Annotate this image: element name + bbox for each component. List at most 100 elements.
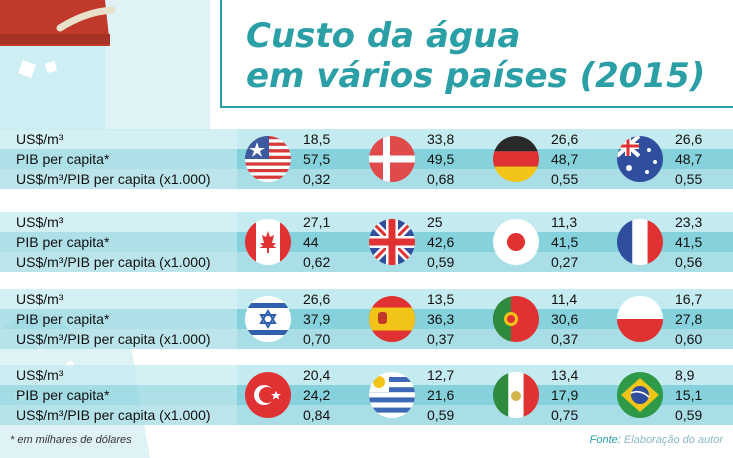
row-band [237,405,733,425]
row-band [237,252,733,272]
spain-flag-icon [369,296,415,342]
country-value: 0,68 [427,171,455,187]
country-value: 0,59 [427,407,455,423]
country-value: 0,37 [551,331,579,347]
poland-flag-icon [617,296,663,342]
row-band [237,129,733,149]
country-value: 33,8 [427,131,455,147]
country-value: 0,84 [303,407,331,423]
row-band [237,329,733,349]
country-value: 0,55 [675,171,703,187]
row-label: PIB per capita* [0,309,237,329]
country-value: 25 [427,214,443,230]
title-line-2: em vários países (2015) [246,56,706,96]
country-cell: 33,8 49,5 0,68 [361,127,485,191]
row-band [237,289,733,309]
source-value: Elaboração do autor [623,434,723,446]
country-value: 26,6 [551,131,579,147]
row-label: US$/m³/PIB per capita (x1.000) [0,405,237,425]
country-cell: 18,5 57,5 0,32 [237,127,361,191]
brazil-flag-icon [617,372,663,418]
country-value: 0,75 [551,407,579,423]
country-cell: 23,3 41,5 0,56 [609,210,733,274]
row-band [237,385,733,405]
row-label: PIB per capita* [0,149,237,169]
country-cell: 16,7 27,8 0,60 [609,287,733,351]
footnote: * em milhares de dólares [10,434,132,446]
country-cell: 27,1 44 0,62 [237,210,361,274]
country-value: 44 [303,234,319,250]
row-band [237,149,733,169]
uk-flag-icon [369,219,415,265]
country-value: 17,9 [551,387,579,403]
uruguay-flag-icon [369,372,415,418]
country-value: 36,3 [427,311,455,327]
canada-flag-icon [245,219,291,265]
country-value: 27,1 [303,214,331,230]
country-cell: 11,3 41,5 0,27 [485,210,609,274]
country-value: 48,7 [551,151,579,167]
country-value: 0,62 [303,254,331,270]
japan-flag-icon [493,219,539,265]
row-label: US$/m³/PIB per capita (x1.000) [0,169,237,189]
country-value: 30,6 [551,311,579,327]
country-value: 23,3 [675,214,703,230]
row-label: US$/m³/PIB per capita (x1.000) [0,252,237,272]
row-label: PIB per capita* [0,232,237,252]
country-value: 20,4 [303,367,331,383]
row-label: US$/m³ [0,129,237,149]
country-value: 0,32 [303,171,331,187]
country-cell: 20,4 24,2 0,84 [237,363,361,427]
country-value: 0,55 [551,171,579,187]
country-value: 41,5 [551,234,579,250]
country-cell: 11,4 30,6 0,37 [485,287,609,351]
country-value: 0,27 [551,254,579,270]
country-value: 24,2 [303,387,331,403]
country-value: 18,5 [303,131,331,147]
country-cell: 8,9 15,1 0,59 [609,363,733,427]
country-cell: 26,6 48,7 0,55 [609,127,733,191]
row-band [237,169,733,189]
portugal-flag-icon [493,296,539,342]
country-value: 26,6 [675,131,703,147]
country-value: 8,9 [675,367,695,383]
country-value: 15,1 [675,387,703,403]
country-value: 0,56 [675,254,703,270]
source-label: Fonte: [589,434,621,446]
country-value: 27,8 [675,311,703,327]
country-value: 48,7 [675,151,703,167]
country-value: 21,6 [427,387,455,403]
country-value: 13,5 [427,291,455,307]
country-value: 0,70 [303,331,331,347]
country-value: 0,59 [427,254,455,270]
usa-flag-icon [245,136,291,182]
country-value: 57,5 [303,151,331,167]
country-block: US$/m³ PIB per capita* US$/m³/PIB per capi… [0,287,733,351]
country-cell: 26,6 48,7 0,55 [485,127,609,191]
row-label: US$/m³/PIB per capita (x1.000) [0,329,237,349]
country-value: 42,6 [427,234,455,250]
denmark-flag-icon [369,136,415,182]
country-value: 0,60 [675,331,703,347]
row-label: US$/m³ [0,212,237,232]
row-label: US$/m³ [0,289,237,309]
row-label: US$/m³ [0,365,237,385]
row-band [237,365,733,385]
country-value: 11,4 [551,291,578,307]
country-value: 26,6 [303,291,331,307]
country-value: 13,4 [551,367,579,383]
germany-flag-icon [493,136,539,182]
israel-flag-icon [245,296,291,342]
country-value: 16,7 [675,291,703,307]
country-block: US$/m³ PIB per capita* US$/m³/PIB per capi… [0,210,733,274]
page-title: Custo da água em vários países (2015) [246,16,705,96]
country-cell: 26,6 37,9 0,70 [237,287,361,351]
australia-flag-icon [617,136,663,182]
country-value: 11,3 [551,214,578,230]
country-cell: 13,4 17,9 0,75 [485,363,609,427]
country-cell: 12,7 21,6 0,59 [361,363,485,427]
row-label: PIB per capita* [0,385,237,405]
country-block: US$/m³ PIB per capita* US$/m³/PIB per capi… [0,363,733,427]
country-value: 37,9 [303,311,331,327]
country-cell: 13,5 36,3 0,37 [361,287,485,351]
